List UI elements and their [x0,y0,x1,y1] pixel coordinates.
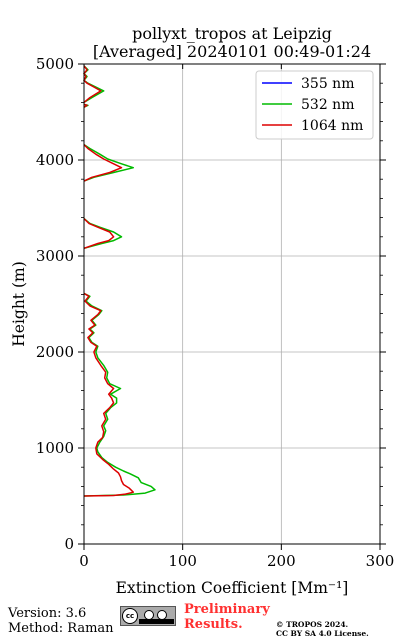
y-tick-label: 2000 [36,343,74,361]
plot-frame [83,63,381,545]
chart-title-line2: [Averaged] 20240101 00:49-01:24 [92,42,372,61]
y-tick-label: 1000 [36,439,74,457]
x-tick-label: 100 [168,552,197,570]
x-tick-label: 0 [79,552,89,570]
version-label: Version: 3.6 [8,606,87,621]
y-tick-label: 3000 [36,247,74,265]
x-tick-label: 300 [366,552,395,570]
x-tick-label: 200 [267,552,296,570]
preliminary-line1: Preliminary [184,602,270,617]
copyright-line2: CC BY SA 4.0 License. [276,629,369,638]
x-axis-label: Extinction Coefficient [Mm⁻¹] [116,579,349,597]
legend-box [255,70,374,140]
copyright-notice: © TROPOS 2024. CC BY SA 4.0 License. [276,620,369,638]
method-label: Method: Raman [8,621,114,636]
legend-label-0: 355 nm [301,76,354,92]
cc-by-sa-license-icon: cc [120,606,176,626]
series-line-1 [83,65,156,497]
y-axis-label: Height (m) [10,261,28,347]
series-line-2 [83,65,135,497]
legend-label-2: 1064 nm [301,118,363,134]
y-tick-label: 5000 [36,55,74,73]
chart-title-line1: pollyxt_tropos at Leipzig [132,24,332,43]
legend-label-1: 532 nm [301,97,354,113]
copyright-line1: © TROPOS 2024. [276,620,349,629]
preliminary-line2: Results. [184,617,243,632]
preliminary-notice: Preliminary Results. [184,602,270,632]
y-tick-label: 4000 [36,151,74,169]
y-tick-label: 0 [64,535,74,553]
